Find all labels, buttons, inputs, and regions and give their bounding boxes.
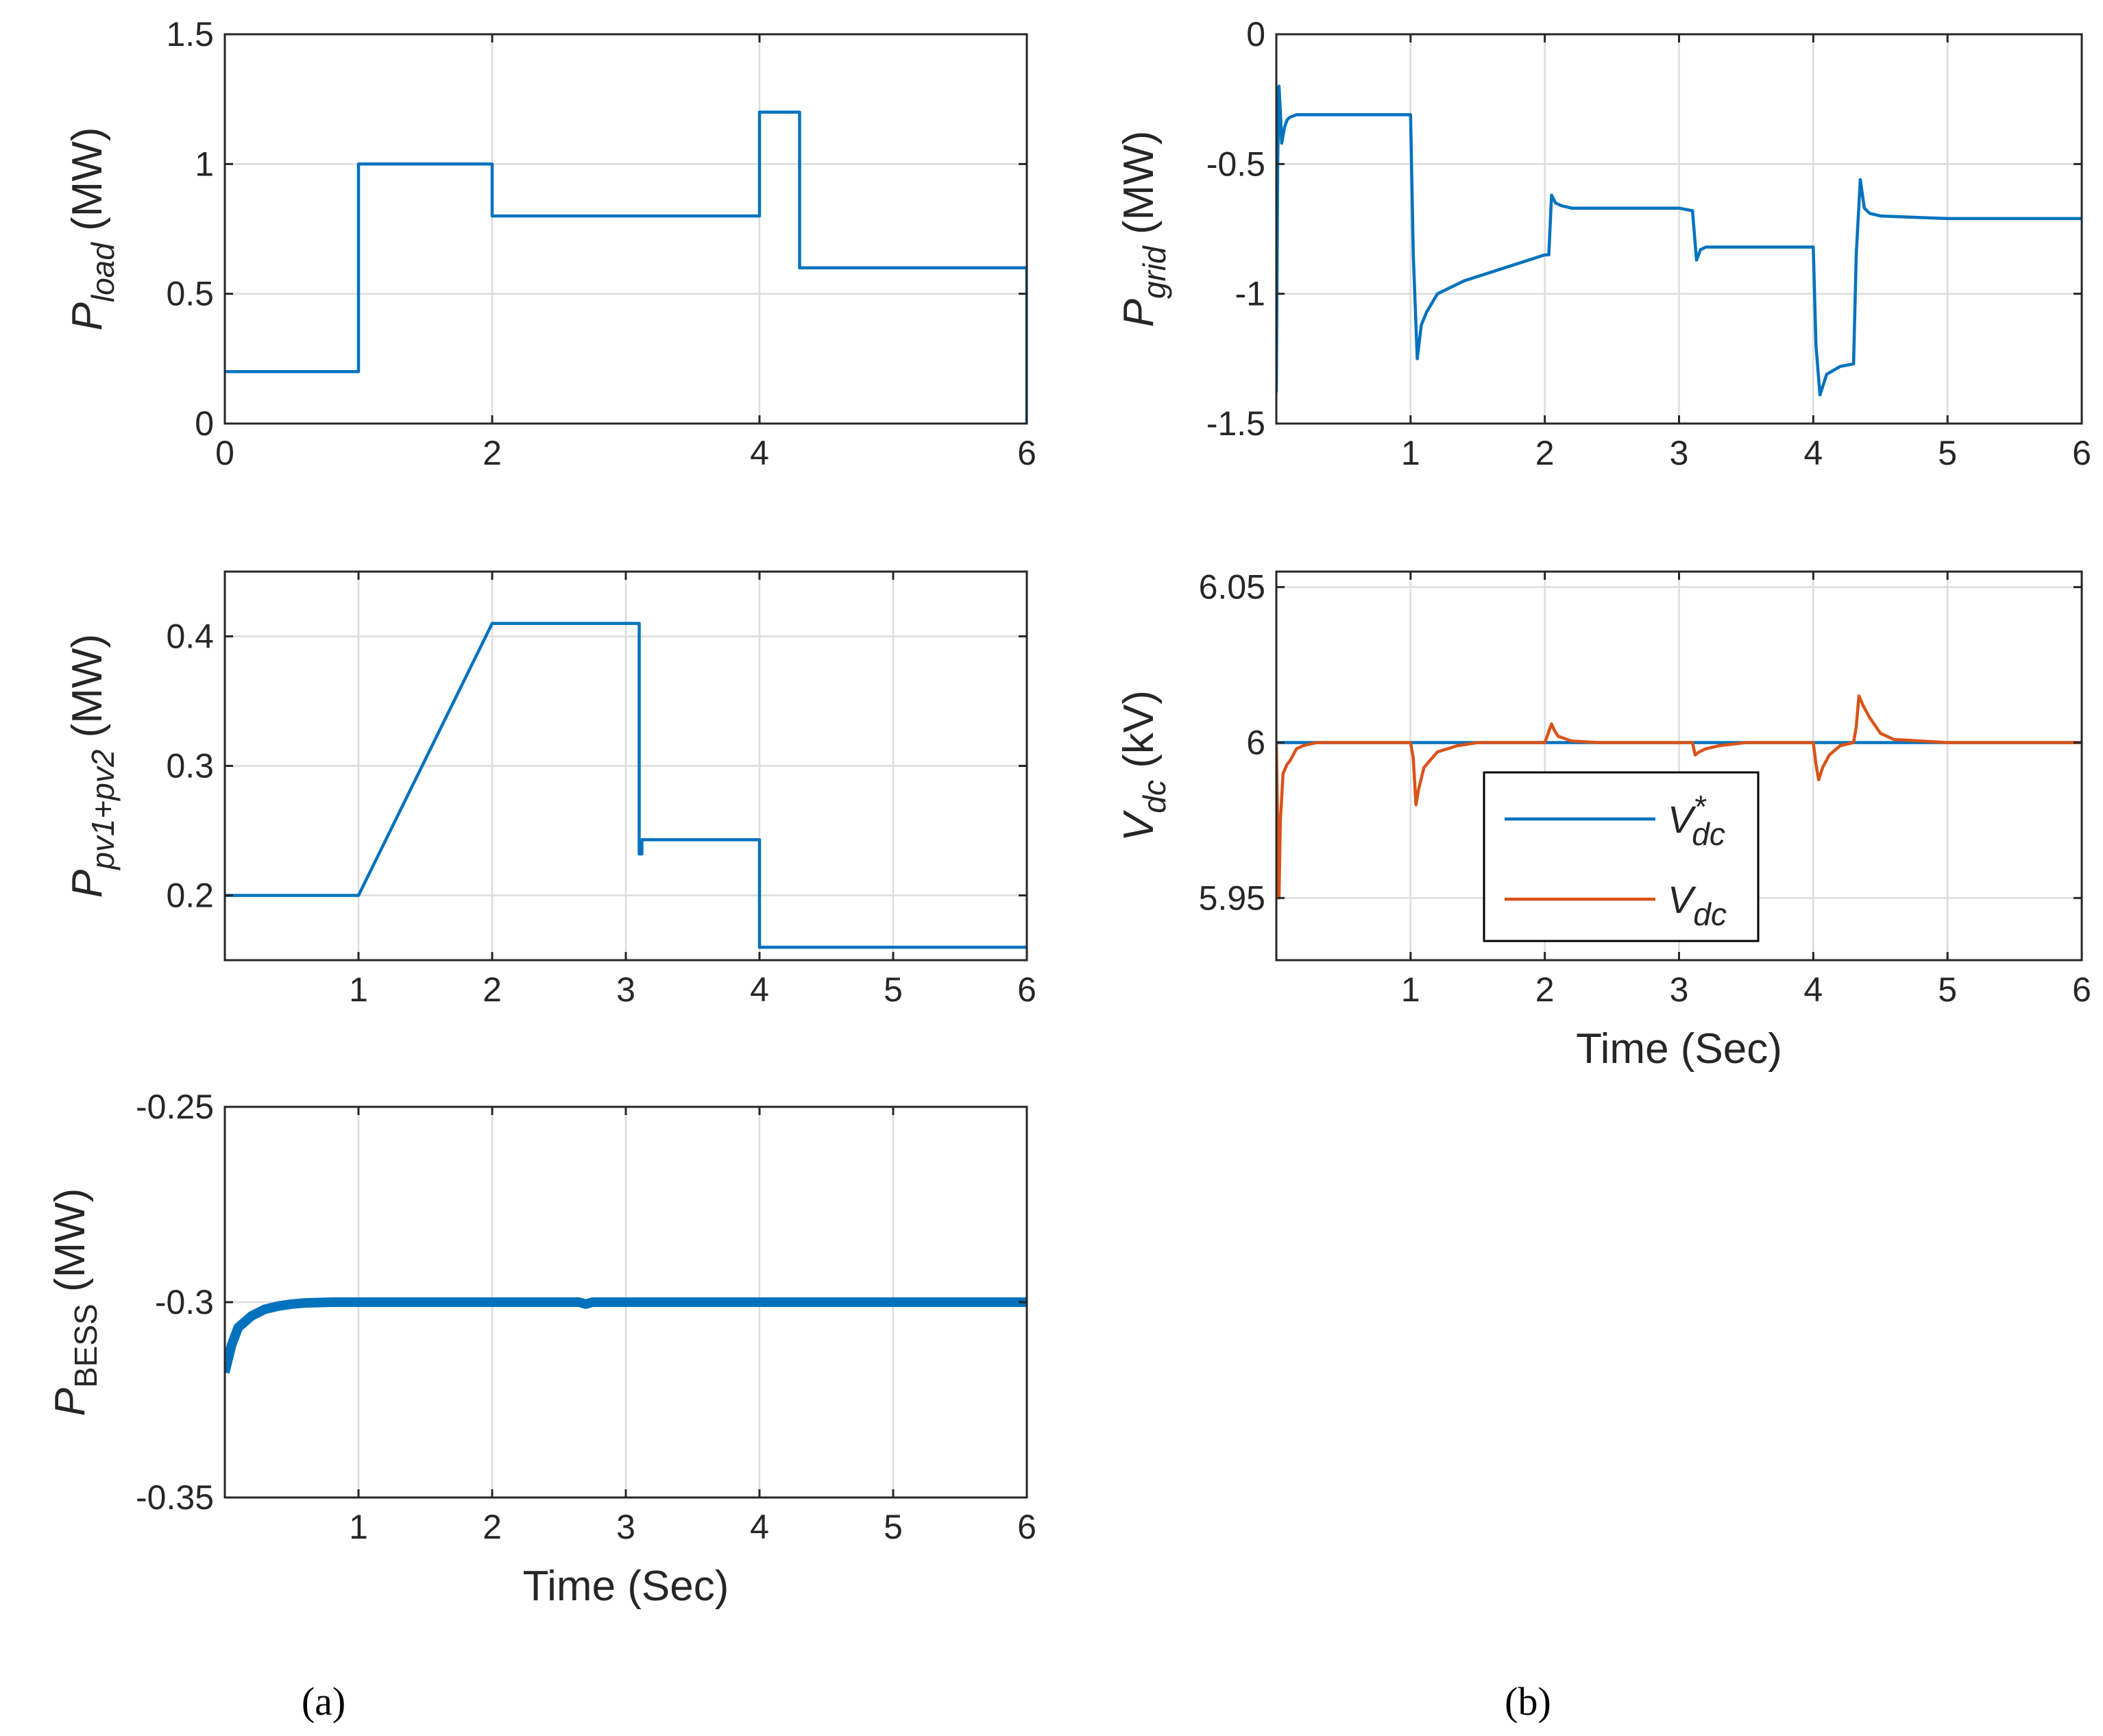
chart-load-power: 0 2 4 6 0 0.5 1 1.5 Pload (MW) [64,15,1036,472]
x-tick-label: 5 [884,1508,903,1546]
y-tick-label: -0.3 [155,1283,214,1321]
chart-dc-voltage: 1 2 3 4 5 6 5.95 6 6.05 Vdc (kV) Time (Sec) V* dc Vdc [1115,568,2091,1073]
y-axis-label: Pgrid (MW) [1115,131,1172,328]
y-tick-label: 5.95 [1199,879,1265,917]
x-tick-label: 6 [2072,970,2091,1009]
legend-label: V* dc [1668,789,1725,852]
y-axis-label: PBESS (MW) [47,1188,104,1417]
series-line-vdc-1 [1276,694,2082,900]
x-tick-label: 2 [1535,434,1555,472]
y-tick-label: -1 [1235,275,1265,313]
y-tick-label: 0.3 [166,747,214,785]
x-tick-label: 1 [349,970,368,1009]
x-tick-label: 1 [1401,434,1420,472]
y-tick-label: 0.4 [166,618,214,656]
x-tick-label: 2 [483,434,502,472]
x-tick-label: 1 [1401,970,1420,1009]
legend-label: Vdc [1668,878,1727,932]
x-tick-label: 6 [2072,434,2091,472]
y-tick-label: 0.2 [166,877,214,915]
series-line-pbess-0 [225,1297,1027,1374]
y-tick-label: 0.5 [166,275,214,313]
series-line-ppv-0 [225,622,1027,949]
x-tick-label: 1 [349,1508,368,1546]
x-tick-label: 4 [1803,434,1823,472]
x-tick-label: 3 [1670,434,1689,472]
y-tick-label: -0.5 [1206,145,1265,183]
y-tick-label: -1.5 [1206,404,1265,443]
x-tick-label: 6 [1017,1508,1036,1546]
x-tick-label: 5 [1938,434,1957,472]
y-tick-label: 0 [1246,15,1265,53]
x-tick-label: 5 [1938,970,1957,1009]
y-tick-label: 6 [1246,723,1265,761]
y-tick-label: 1 [195,145,214,183]
y-tick-label: 0 [195,404,214,443]
x-tick-label: 2 [483,1508,502,1546]
y-tick-label: -0.35 [136,1478,214,1517]
x-tick-label: 3 [616,1508,635,1546]
x-tick-label: 5 [884,970,903,1009]
panel-label-b: (b) [1505,1679,1551,1724]
chart-bess-power: 1 2 3 4 5 6 -0.35 -0.3 -0.25 PBESS (MW) Time (Sec) [47,1088,1036,1610]
series-line-pload-0 [225,110,1027,424]
x-tick-label: 0 [215,434,234,472]
series-line-pgrid-0 [1276,84,2082,397]
x-axis-label: Time (Sec) [523,1563,729,1610]
x-tick-label: 4 [1803,970,1823,1009]
axes-box [223,33,1028,425]
x-axis-label: Time (Sec) [1576,1025,1782,1073]
panel-label-a: (a) [302,1679,345,1724]
y-tick-label: 1.5 [166,15,214,53]
x-tick-label: 4 [750,1508,769,1546]
x-tick-label: 6 [1017,434,1036,472]
legend-box [1483,771,1760,942]
x-tick-label: 4 [750,970,769,1009]
x-tick-label: 3 [616,970,635,1009]
chart-pv-power: 1 2 3 4 5 6 0.2 0.3 0.4 Ppv1+pv2 (MW) [64,570,1036,1009]
legend: V* dc Vdc [1483,771,1760,942]
y-axis-label: Vdc (kV) [1115,690,1172,842]
x-tick-label: 3 [1670,970,1689,1009]
y-axis-label: Ppv1+pv2 (MW) [64,634,121,898]
y-axis-label: Pload (MW) [64,127,121,330]
x-tick-label: 4 [750,434,769,472]
chart-grid-power: 1 2 3 4 5 6 -1.5 -1 -0.5 0 Pgrid (MW) [1115,15,2091,472]
x-tick-label: 2 [483,970,502,1009]
y-tick-label: -0.25 [136,1088,214,1126]
plot-area [225,34,1027,424]
x-tick-label: 6 [1017,970,1036,1009]
y-tick-label: 6.05 [1199,568,1265,607]
x-tick-label: 2 [1535,970,1555,1009]
